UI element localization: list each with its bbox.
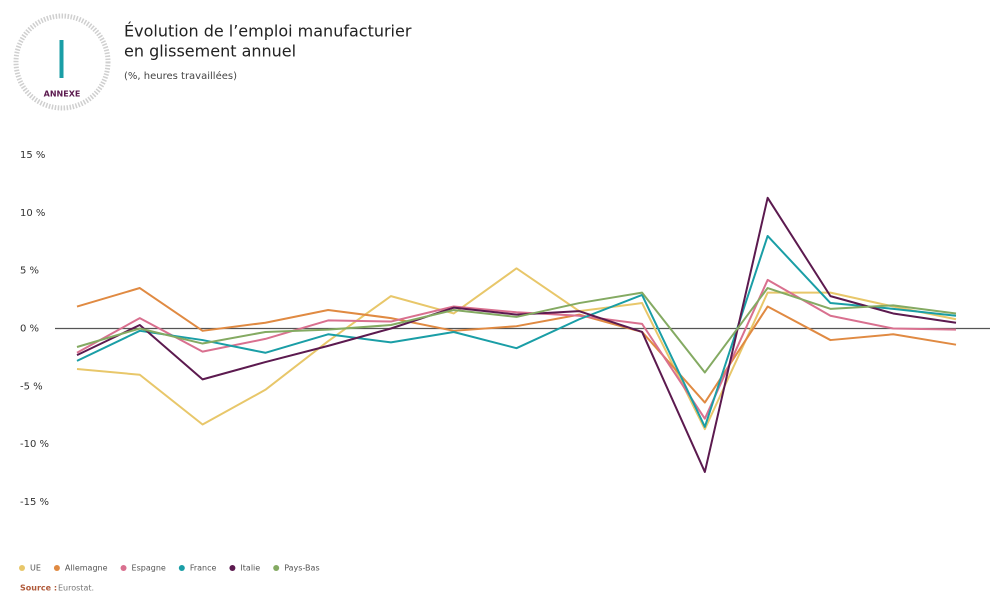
series-line [76,234,957,428]
badge-ring [13,13,111,111]
badge-bar [59,40,64,78]
series-line [76,287,957,404]
legend-swatch [229,565,236,571]
series-line [76,267,957,431]
legend-label: Allemagne [65,564,108,573]
legend-label: France [190,564,217,573]
y-tick-label: -5 % [20,381,43,392]
legend-swatch [178,565,185,571]
chart-title: Évolution de l’emploi manufacturier [124,22,412,41]
source-text: Eurostat. [58,584,94,593]
y-tick-label: 10 % [20,208,45,219]
legend-swatch [273,565,280,571]
legend-label: Espagne [132,564,166,573]
y-tick-label: 5 % [20,266,39,277]
y-tick-label: 15 % [20,150,45,161]
legend-swatch [19,565,25,571]
legend-label: Italie [240,564,260,573]
y-tick-label: -15 % [20,497,49,508]
source-label: Source : [20,584,57,593]
legend-label: Pays-Bas [284,564,319,573]
badge-label: ANNEXE [44,90,81,99]
series-line [76,196,957,473]
legend-label: UE [30,564,41,573]
legend-swatch [120,565,127,571]
legend-swatch [53,565,60,571]
chart-subtitle: (%, heures travaillées) [124,70,237,82]
y-tick-label: -10 % [20,439,49,450]
series-line [76,278,957,420]
series-line [76,287,957,374]
y-tick-label: 0 % [20,324,39,335]
chart-title: en glissement annuel [124,42,296,61]
